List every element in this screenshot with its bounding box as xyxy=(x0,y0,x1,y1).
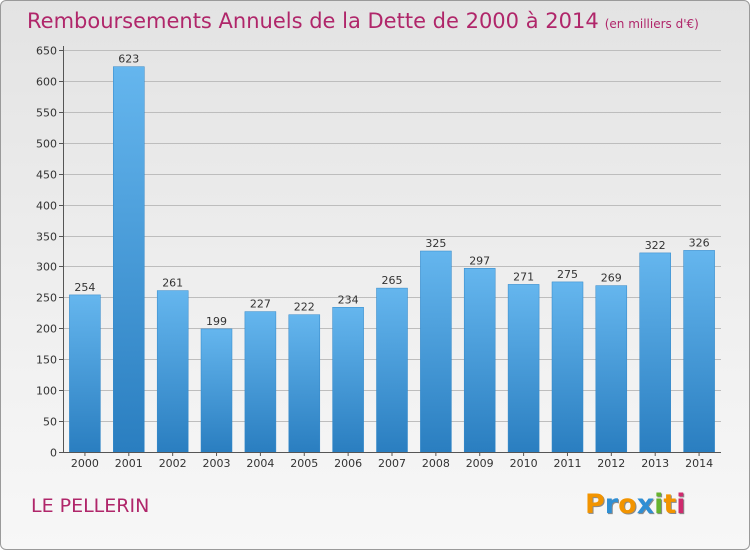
value-label: 322 xyxy=(645,239,666,252)
commune-name: LE PELLERIN xyxy=(31,495,150,517)
x-tick-label: 2010 xyxy=(510,457,538,470)
bar xyxy=(244,311,277,453)
x-tick-label: 2008 xyxy=(422,457,450,470)
chart-title: Remboursements Annuels de la Dette de 20… xyxy=(27,9,699,33)
x-tick-label: 2007 xyxy=(378,457,406,470)
bar xyxy=(332,307,364,453)
y-tick-label: 200 xyxy=(36,323,57,336)
x-tick-label: 2006 xyxy=(334,457,362,470)
logo-letter: P xyxy=(585,489,605,520)
x-tick-label: 2003 xyxy=(203,457,231,470)
value-label: 623 xyxy=(118,53,139,66)
bar xyxy=(463,268,496,453)
value-label: 269 xyxy=(601,272,622,285)
x-tick-label: 2011 xyxy=(554,457,582,470)
bar xyxy=(113,66,145,453)
value-label: 275 xyxy=(557,268,578,281)
title-unit: (en milliers d'€) xyxy=(604,17,699,31)
y-tick-label: 300 xyxy=(36,261,57,274)
value-label: 199 xyxy=(206,315,227,328)
y-tick-label: 150 xyxy=(36,354,57,367)
logo-letter: x xyxy=(636,489,655,520)
x-tick-label: 2005 xyxy=(290,457,318,470)
logo-letter: t xyxy=(663,489,677,520)
value-label: 271 xyxy=(513,270,534,283)
x-tick-label: 2014 xyxy=(685,457,713,470)
logo-letter: o xyxy=(618,489,637,520)
y-tick-label: 450 xyxy=(36,169,57,182)
labels: 0 50 100 150 200 250 300 350 400 450 500 550 600 650 2… xyxy=(36,45,713,471)
value-label: 222 xyxy=(294,301,315,314)
x-tick-label: 2009 xyxy=(466,457,494,470)
value-label: 297 xyxy=(469,254,490,267)
y-tick-label: 400 xyxy=(36,200,57,213)
logo-letter: i xyxy=(676,489,686,520)
y-tick-label: 600 xyxy=(36,76,57,89)
y-tick-label: 500 xyxy=(36,138,57,151)
y-tick-label: 350 xyxy=(36,231,57,244)
y-tick-label: 0 xyxy=(50,447,57,460)
y-tick-label: 650 xyxy=(36,45,57,58)
value-label: 325 xyxy=(425,237,446,250)
logo-letter: r xyxy=(604,489,619,520)
bar-chart: 0 50 100 150 200 250 300 350 400 450 500 550 600 650 2… xyxy=(36,45,721,471)
bars xyxy=(69,66,715,453)
bar xyxy=(156,290,189,453)
value-label: 234 xyxy=(338,293,359,306)
x-tick-label: 2013 xyxy=(641,457,669,470)
bar xyxy=(639,252,671,453)
x-tick-label: 2002 xyxy=(159,457,187,470)
bar xyxy=(595,285,628,453)
y-tick-label: 250 xyxy=(36,292,57,305)
title-main: Remboursements Annuels de la Dette de 20… xyxy=(27,9,599,33)
bar xyxy=(683,250,715,453)
bar xyxy=(507,284,540,453)
value-label: 254 xyxy=(74,281,95,294)
bar xyxy=(200,328,233,453)
x-tick-label: 2004 xyxy=(246,457,274,470)
y-tick-label: 50 xyxy=(43,416,57,429)
bar xyxy=(420,250,452,453)
bar xyxy=(551,281,584,453)
bar xyxy=(69,294,101,453)
value-label: 261 xyxy=(162,277,183,290)
bar xyxy=(288,314,321,453)
x-tick-label: 2000 xyxy=(71,457,99,470)
logo-letter: i xyxy=(654,489,664,520)
bar xyxy=(376,287,408,453)
x-tick-label: 2012 xyxy=(597,457,625,470)
value-label: 265 xyxy=(382,274,403,287)
proxiti-logo: Proxiti xyxy=(585,489,686,520)
axes xyxy=(59,46,721,456)
y-tick-label: 550 xyxy=(36,107,57,120)
y-tick-label: 100 xyxy=(36,385,57,398)
value-label: 227 xyxy=(250,298,271,311)
x-tick-label: 2001 xyxy=(115,457,143,470)
value-label: 326 xyxy=(689,236,710,249)
